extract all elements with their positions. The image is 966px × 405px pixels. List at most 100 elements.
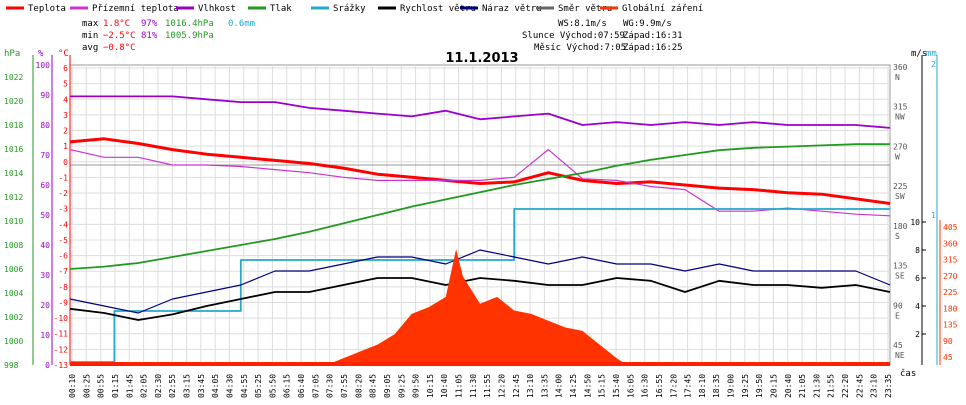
- temperature-tick-label: -4: [58, 220, 68, 229]
- wind-dir-tick-label: 315: [893, 103, 908, 112]
- x-tick-label: 22:45: [855, 374, 864, 398]
- radiation-tick-label: 90: [943, 337, 953, 346]
- x-tick-label: 00:10: [68, 374, 77, 398]
- x-tick-label: 06:15: [283, 374, 292, 398]
- humidity-tick-label: 40: [40, 241, 50, 250]
- x-tick-label: 02:55: [168, 374, 177, 398]
- x-tick-label: 08:45: [369, 374, 378, 398]
- x-tick-label: 23:10: [870, 374, 879, 398]
- plot-area: [69, 95, 891, 366]
- temperature-tick-label: -8: [58, 283, 68, 292]
- legend-label: Náraz větru: [482, 4, 542, 14]
- radiation-tick-label: 135: [943, 321, 958, 330]
- x-tick-label: 07:05: [311, 374, 320, 398]
- stats-min-temp: −2.5°C: [103, 31, 136, 41]
- humidity-tick-label: 20: [40, 301, 50, 310]
- pressure-tick-label: 1012: [4, 193, 23, 202]
- x-tick-label: 19:25: [741, 374, 750, 398]
- wind-speed-unit: m/s: [911, 49, 927, 59]
- humidity-unit: %: [38, 49, 44, 59]
- pressure-tick-label: 1018: [4, 121, 23, 130]
- baseline-bar: [70, 362, 890, 366]
- info-sun: Slunce Východ:07:59: [522, 31, 625, 41]
- stats-avg-label: avg: [82, 43, 98, 53]
- x-tick-label: 04:55: [240, 374, 249, 398]
- x-tick-label: 13:10: [526, 374, 535, 398]
- x-tick-label: 09:05: [383, 374, 392, 398]
- stats-max-temp: 1.8°C: [103, 19, 130, 29]
- x-tick-label: 15:15: [598, 374, 607, 398]
- x-tick-label: 07:30: [326, 374, 335, 398]
- wind-dir-tick-label: NW: [895, 113, 905, 122]
- x-tick-label: 14:50: [583, 374, 592, 398]
- x-tick-label: 10:15: [426, 374, 435, 398]
- stats-min-label: min: [82, 31, 98, 41]
- radiation-tick-label: 225: [943, 288, 958, 297]
- radiation-tick-label: 45: [943, 353, 953, 362]
- x-tick-label: 19:50: [755, 374, 764, 398]
- pressure-tick-label: 998: [4, 361, 19, 370]
- x-tick-label: 19:00: [727, 374, 736, 398]
- x-axis-label: čas: [900, 368, 916, 379]
- x-tick-label: 09:50: [412, 374, 421, 398]
- humidity-tick-label: 10: [40, 331, 50, 340]
- legend-label: Globální záření: [622, 4, 703, 14]
- wind-speed-tick-label: 10: [910, 218, 920, 227]
- info-wg: WG:9.9m/s: [623, 19, 672, 29]
- x-tick-label: 18:10: [698, 374, 707, 398]
- x-tick-label: 14:25: [569, 374, 578, 398]
- x-tick-label: 02:05: [140, 374, 149, 398]
- legend-label: Rychlost větru: [400, 4, 476, 14]
- series-přízemní-teplota: [69, 149, 891, 217]
- pressure-tick-label: 1004: [4, 289, 23, 298]
- chart-title: 11.1.2013: [445, 51, 518, 66]
- x-tick-label: 22:20: [841, 374, 850, 398]
- stats-block: max 1.8°C 97% 1016.4hPa 0.6mm min −2.5°C…: [82, 19, 255, 53]
- pressure-tick-label: 1000: [4, 337, 23, 346]
- wind-dir-tick-label: SE: [895, 272, 905, 281]
- x-tick-label: 04:30: [225, 374, 234, 398]
- x-tick-label: 12:45: [512, 374, 521, 398]
- x-tick-label: 03:45: [197, 374, 206, 398]
- x-tick-label: 21:30: [812, 374, 821, 398]
- temperature-tick-label: 2: [63, 127, 68, 136]
- x-tick-label: 20:40: [784, 374, 793, 398]
- x-tick-label: 14:00: [555, 374, 564, 398]
- x-tick-label: 00:25: [82, 374, 91, 398]
- wind-speed-tick-label: 8: [915, 246, 920, 255]
- legend-label: Tlak: [270, 4, 292, 14]
- temperature-tick-label: -3: [58, 205, 68, 214]
- temperature-tick-label: 0: [63, 158, 68, 167]
- humidity-tick-label: 60: [40, 181, 50, 190]
- humidity-tick-label: 100: [36, 61, 51, 70]
- radiation-tick-label: 405: [943, 223, 958, 232]
- series-vlhkost: [70, 95, 891, 129]
- temperature-tick-label: 6: [63, 64, 68, 73]
- stats-avg-temp: −0.8°C: [103, 43, 136, 53]
- wind-dir-tick-label: NE: [895, 351, 905, 360]
- radiation-tick-label: 180: [943, 304, 958, 313]
- wind-dir-tick-label: 45: [893, 341, 903, 350]
- stats-max-press: 1016.4hPa: [165, 19, 214, 29]
- stats-max-label: max: [82, 19, 99, 29]
- temperature-tick-label: -1: [58, 173, 68, 182]
- wind-dir-tick-label: 360: [893, 63, 908, 72]
- x-tick-label: 04:05: [211, 374, 220, 398]
- wind-dir-tick-label: SW: [895, 192, 905, 201]
- series-globalni-zareni: [70, 249, 890, 365]
- x-tick-label: 03:15: [183, 374, 192, 398]
- rain-unit: mm: [926, 49, 937, 59]
- temperature-tick-label: -13: [54, 361, 69, 370]
- series-tlak: [69, 143, 890, 270]
- humidity-tick-label: 90: [40, 91, 50, 100]
- humidity-tick-label: 50: [40, 211, 50, 220]
- x-tick-label: 07:55: [340, 374, 349, 398]
- legend-label: Směr větru: [558, 4, 612, 14]
- x-tick-label: 09:25: [397, 374, 406, 398]
- x-tick-label: 21:55: [827, 374, 836, 398]
- temperature-tick-label: -12: [54, 345, 69, 354]
- temperature-tick-label: -9: [58, 298, 68, 307]
- radiation-tick-label: 315: [943, 256, 958, 265]
